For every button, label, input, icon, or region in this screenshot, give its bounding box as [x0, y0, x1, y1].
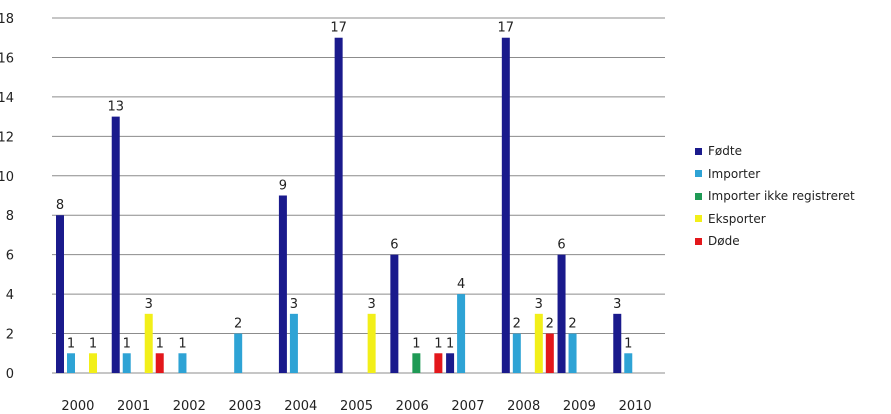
bar-importer [512, 333, 521, 373]
data-label: 3 [290, 297, 298, 312]
data-label: 6 [557, 238, 565, 253]
bar-importer [234, 333, 243, 373]
bar-fødte [278, 195, 287, 373]
legend-swatch [695, 237, 702, 245]
data-label: 1 [446, 336, 454, 351]
bar-døde [155, 353, 164, 373]
data-label: 2 [234, 317, 242, 332]
legend-swatch [695, 170, 702, 178]
data-label: 3 [367, 297, 375, 312]
x-tick-label: 2000 [61, 399, 94, 414]
bar-døde [545, 333, 554, 373]
bar-importer-ikke-registreret [412, 353, 421, 373]
data-label: 3 [535, 297, 543, 312]
data-label: 3 [145, 297, 153, 312]
legend: Fødte Importer Importer ikke registreret Ek… [695, 140, 855, 253]
y-tick-label: 4 [6, 288, 14, 303]
x-tick-label: 2007 [451, 399, 484, 414]
data-label: 1 [156, 336, 164, 351]
data-label: 1 [434, 336, 442, 351]
legend-label: Fødte [708, 144, 742, 159]
legend-label: Eksporter [708, 211, 766, 226]
data-label: 3 [613, 297, 621, 312]
x-tick-label: 2008 [507, 399, 540, 414]
bar-importer [122, 353, 131, 373]
y-tick-label: 2 [6, 328, 14, 343]
data-label: 1 [67, 336, 75, 351]
bar-fødte [334, 37, 343, 373]
x-tick-label: 2002 [173, 399, 206, 414]
legend-swatch [695, 215, 702, 223]
x-tick-label: 2006 [396, 399, 429, 414]
data-label: 1 [178, 336, 186, 351]
y-tick-label: 8 [6, 209, 14, 224]
legend-item: Importer [695, 163, 855, 186]
x-tick-label: 2003 [228, 399, 261, 414]
bar-importer [624, 353, 633, 373]
data-label: 4 [457, 277, 465, 292]
bar-fødte [557, 254, 566, 373]
bar-fødte [501, 37, 510, 373]
data-label: 1 [123, 336, 131, 351]
legend-label: Importer ikke registreret [708, 189, 855, 204]
data-label: 17 [498, 21, 515, 36]
bar-eksporter [89, 353, 97, 373]
y-tick-label: 6 [6, 249, 14, 264]
bar-fødte [390, 254, 399, 373]
bar-fødte [446, 353, 455, 373]
data-label: 9 [279, 179, 287, 194]
y-tick-label: 12 [0, 130, 14, 145]
data-label: 1 [412, 336, 420, 351]
y-tick-label: 10 [0, 170, 14, 185]
data-label: 2 [546, 317, 554, 332]
bar-importer [178, 353, 187, 373]
legend-swatch [695, 192, 702, 200]
legend-label: Døde [708, 234, 740, 249]
bar-eksporter [534, 313, 543, 373]
bar-importer [289, 313, 298, 373]
y-tick-label: 16 [0, 51, 14, 66]
data-label: 1 [624, 336, 632, 351]
x-tick-label: 2009 [563, 399, 596, 414]
bar-importer [568, 333, 577, 373]
legend-item: Eksporter [695, 208, 855, 231]
x-tick-label: 2004 [284, 399, 317, 414]
bar-døde [434, 353, 443, 373]
x-tick-label: 2010 [619, 399, 652, 414]
legend-item: Importer ikke registreret [695, 185, 855, 208]
y-tick-label: 0 [6, 367, 14, 382]
bar-importer [457, 294, 466, 373]
bar-importer [67, 353, 75, 373]
y-tick-label: 14 [0, 91, 14, 106]
x-tick-label: 2005 [340, 399, 373, 414]
legend-label: Importer [708, 166, 761, 181]
data-label: 17 [330, 21, 347, 36]
data-label: 6 [390, 238, 398, 253]
bar-eksporter [144, 313, 153, 373]
bar-fødte [613, 313, 622, 373]
legend-swatch [695, 147, 702, 155]
data-label: 1 [89, 336, 97, 351]
y-tick-label: 18 [0, 12, 14, 27]
bar-fødte [56, 215, 64, 373]
bar-eksporter [367, 313, 376, 373]
x-tick-label: 2001 [117, 399, 150, 414]
data-label: 8 [56, 198, 64, 213]
legend-item: Fødte [695, 140, 855, 163]
bar-fødte [111, 116, 120, 373]
data-label: 2 [568, 317, 576, 332]
data-label: 2 [513, 317, 521, 332]
legend-item: Døde [695, 230, 855, 253]
data-label: 13 [107, 100, 124, 115]
